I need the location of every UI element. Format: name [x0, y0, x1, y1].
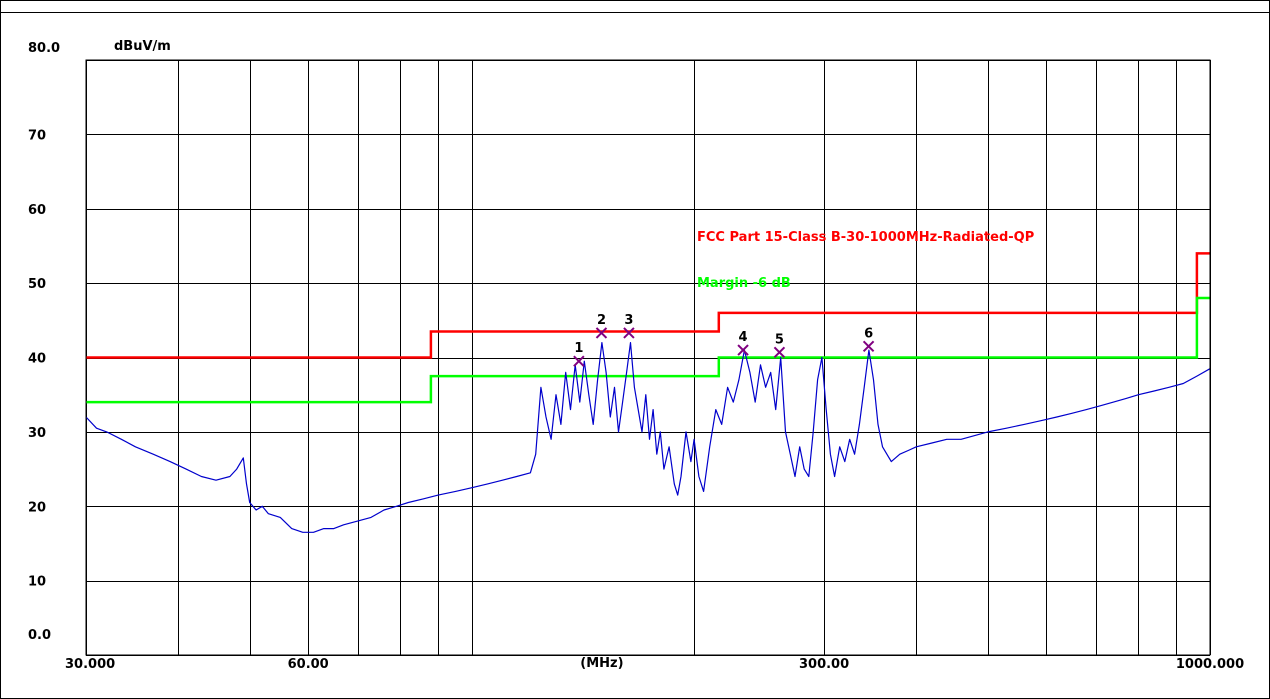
limit-line [86, 252, 1210, 359]
y-tick-label: 50 [28, 277, 46, 292]
y-tick-label: 60 [28, 203, 46, 218]
marker-point [737, 344, 749, 356]
x-tick-label: 30.000 [65, 657, 115, 672]
markers: 12 3 4 5 6 [573, 313, 875, 367]
marker-label: 3 [624, 313, 633, 328]
x-axis-unit-label: (MHz) [580, 656, 623, 671]
marker-point [623, 327, 635, 339]
marker-label: 5 [775, 332, 784, 347]
y-tick-label: 40 [28, 352, 46, 367]
x-tick-label: 1000.000 [1176, 657, 1244, 672]
marker-label: 6 [864, 326, 873, 341]
limit-line [86, 296, 1210, 404]
plot-area-border [85, 59, 1211, 656]
marker-cross [862, 340, 875, 353]
axis-labels: 80.0 70 60 50 40 30 20 10 0.0 30.000 60.00 300.00 10… [28, 39, 1244, 672]
marker-cross [595, 327, 608, 339]
limit-line-label: FCC Part 15-Class B-30-1000MHz-Radiated-… [697, 230, 1034, 245]
marker-cross [773, 346, 786, 359]
data-series [85, 342, 1211, 533]
marker-label: 4 [739, 330, 748, 345]
y-tick-label: 10 [28, 575, 46, 590]
y-tick-label: 30 [28, 426, 46, 441]
marker-label: 1 [574, 341, 583, 356]
marker-label: 2 [597, 313, 606, 328]
marker-point [773, 346, 786, 359]
y-tick-label: 80.0 [28, 41, 60, 56]
marker-point [595, 327, 608, 339]
y-tick-label: 20 [28, 500, 46, 515]
marker-cross [623, 327, 635, 339]
marker-cross [573, 355, 585, 367]
x-tick-label: 300.00 [799, 657, 849, 672]
limit-lines: FCC Part 15-Class B-30-1000MHz-Radiated-… [86, 230, 1210, 404]
marker-point [573, 355, 585, 367]
y-tick-label: 0.0 [28, 628, 51, 643]
marker-point [862, 340, 875, 353]
limit-line-label: Margin -6 dB [697, 276, 791, 291]
marker-cross [737, 344, 749, 356]
y-axis-unit-label: dBuV/m [114, 39, 171, 54]
x-tick-label: 60.00 [288, 657, 329, 672]
y-tick-label: 70 [28, 128, 46, 143]
series-line [85, 342, 1211, 533]
